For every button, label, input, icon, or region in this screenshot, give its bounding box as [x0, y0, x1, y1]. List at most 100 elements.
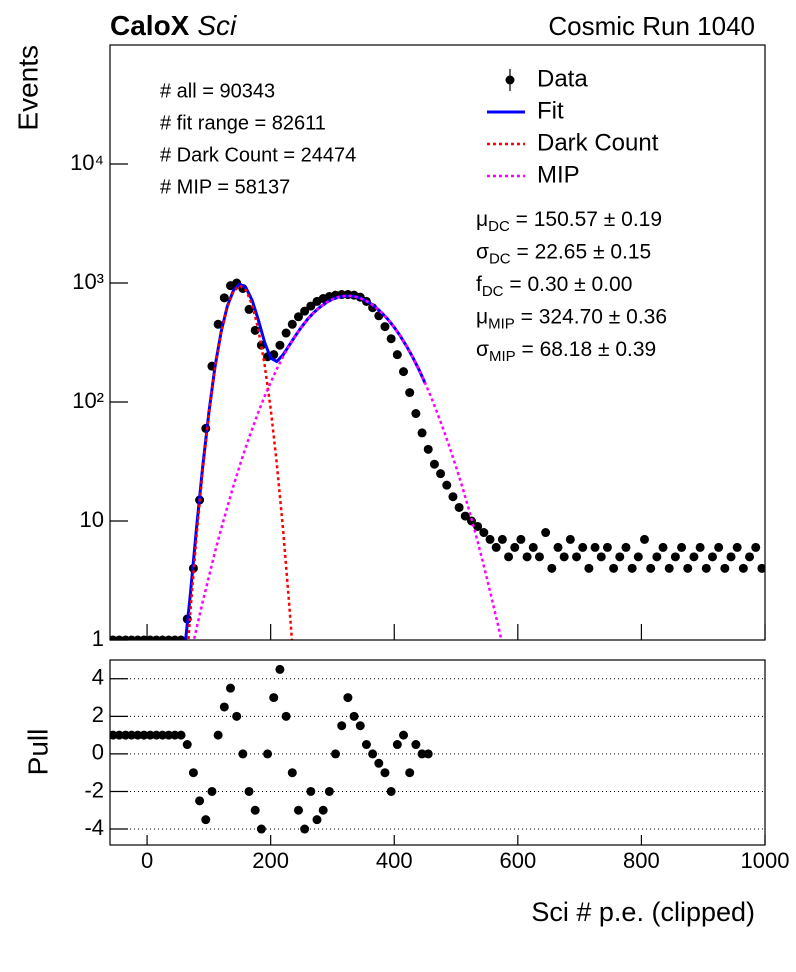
data-point — [429, 459, 439, 469]
pull-point — [127, 730, 137, 740]
pull-point — [151, 730, 161, 740]
data-point — [572, 552, 582, 562]
data-point — [522, 552, 532, 562]
pull-point — [269, 693, 279, 703]
data-point — [399, 367, 409, 377]
pull-point — [164, 730, 174, 740]
pull-point — [293, 805, 303, 815]
data-point — [559, 552, 569, 562]
y-tick-label: 10² — [72, 388, 104, 413]
pull-point — [374, 758, 384, 768]
legend-label: MIP — [537, 161, 580, 188]
axes: 0 200 400 600 800 1000 1 10 10² 10³ 10⁴ -4 -2 0 2 4 Data… — [70, 65, 789, 872]
y-tick-label: 4 — [92, 665, 104, 690]
data-point — [497, 534, 507, 544]
y-tick-label: -2 — [84, 777, 104, 802]
pull-point — [349, 711, 359, 721]
data-point — [621, 542, 631, 552]
y-axis-label: Pull — [22, 729, 53, 776]
pull-point — [195, 796, 205, 806]
data-point — [541, 528, 551, 538]
data-point — [386, 334, 396, 344]
data-point — [609, 563, 619, 573]
data-point — [411, 409, 421, 419]
pull-point — [386, 786, 396, 796]
pull-point — [399, 730, 409, 740]
data-point — [510, 542, 520, 552]
param-value: = 150.57 ± 0.19 — [510, 208, 662, 231]
y-tick-label: 10³ — [72, 269, 104, 294]
data-point — [293, 312, 303, 322]
chart-title: CaloX Sci — [110, 10, 237, 41]
data-point — [423, 444, 433, 454]
data-point — [615, 552, 625, 562]
pull-point — [361, 740, 371, 750]
stat-text: # all = 90343 — [160, 80, 275, 102]
data-point — [454, 502, 464, 512]
x-tick-label: 400 — [376, 848, 413, 873]
data-point — [504, 552, 514, 562]
pull-point — [337, 721, 347, 731]
lower-frame — [109, 659, 766, 846]
data-point — [578, 542, 588, 552]
data-point — [627, 563, 637, 573]
pull-point — [287, 768, 297, 778]
y-tick-label: 2 — [92, 702, 104, 727]
data-point — [436, 469, 446, 479]
y-tick-label: 1 — [92, 626, 104, 651]
data-point — [528, 542, 538, 552]
pull-point — [158, 730, 168, 740]
legend-label: Dark Count — [537, 129, 659, 156]
data-point — [664, 563, 674, 573]
data-point — [738, 563, 748, 573]
data-point — [732, 542, 742, 552]
pull-point — [133, 730, 143, 740]
data-point — [640, 534, 650, 544]
data-point — [683, 563, 693, 573]
pull-point — [188, 768, 198, 778]
param-symbol: μ — [476, 208, 488, 231]
pull-point — [318, 805, 328, 815]
data-point — [300, 306, 310, 316]
x-tick-label: 1000 — [741, 848, 790, 873]
data-point — [516, 534, 526, 544]
pull-point — [201, 815, 211, 825]
upper-frame — [109, 44, 766, 641]
data-point — [287, 319, 297, 329]
y-axis-label: Events — [12, 45, 43, 131]
stat-text: # fit range = 82611 — [160, 112, 326, 134]
data-point — [213, 319, 223, 329]
param-value: = 0.30 ± 0.00 — [504, 273, 633, 296]
pull-point — [312, 815, 322, 825]
data-point — [244, 304, 254, 314]
data-point — [176, 635, 186, 640]
pull-point — [238, 749, 248, 759]
param-symbol: σ — [476, 338, 489, 361]
pull-point — [232, 711, 242, 721]
pull-point — [355, 721, 365, 731]
y-tick-label: 10 — [80, 507, 104, 532]
pull-point — [343, 693, 353, 703]
x-tick-label: 600 — [499, 848, 536, 873]
data-point — [250, 325, 260, 335]
x-tick-label: 800 — [623, 848, 660, 873]
data-point — [751, 542, 761, 552]
data-point — [695, 542, 705, 552]
pull-point — [324, 786, 334, 796]
data-point — [485, 534, 495, 544]
data-point — [534, 552, 544, 562]
data-point — [689, 552, 699, 562]
data-point — [714, 542, 724, 552]
pull-point — [417, 749, 427, 759]
pull-point — [120, 730, 130, 740]
param-subscript: DC — [488, 218, 510, 235]
legend-label: Fit — [537, 97, 564, 124]
data-point — [602, 542, 612, 552]
upper-plot — [110, 278, 765, 640]
pull-point — [219, 702, 229, 712]
pull-point — [213, 730, 223, 740]
param-subscript: DC — [489, 250, 511, 267]
title: CaloX — [110, 10, 190, 41]
data-point — [281, 328, 291, 338]
param-symbol: f — [476, 273, 482, 296]
